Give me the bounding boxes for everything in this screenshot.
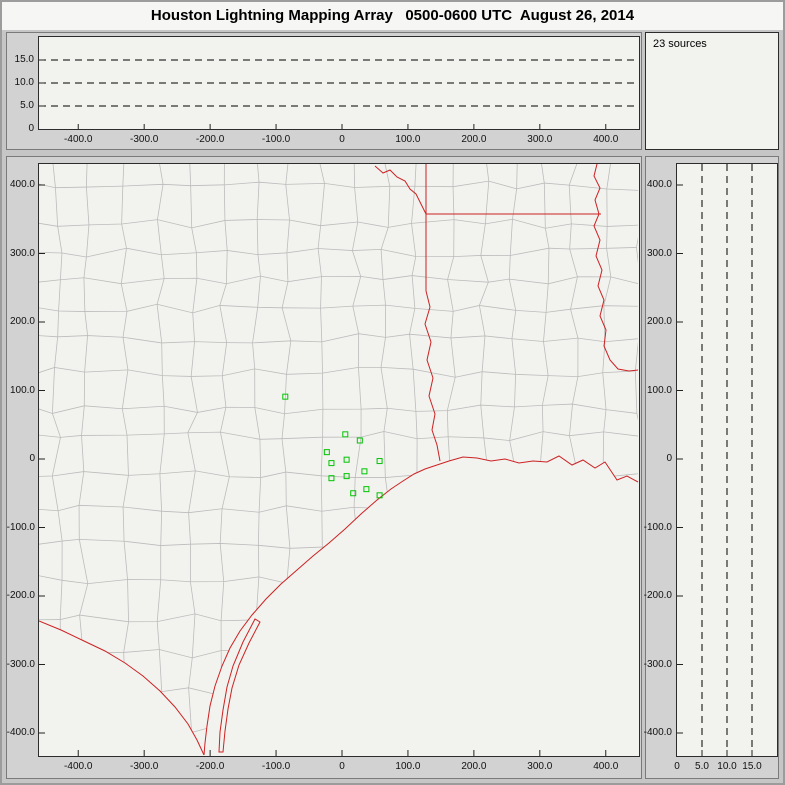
plan-map-plot[interactable]	[38, 163, 640, 757]
tick-label: 0	[674, 761, 680, 772]
tick-label: 5.0	[695, 761, 709, 772]
tick-label: -100.0	[643, 521, 672, 533]
tick-label: 400.0	[9, 179, 35, 190]
plan-map-canvas[interactable]	[39, 164, 639, 756]
ew-axis-ticks	[39, 59, 607, 129]
tick-label: 300.0	[527, 134, 553, 145]
altitude-ew-panel: -400.0 -300.0 -200.0 -100.0 0 100.0 200.0 300.0…	[6, 32, 642, 150]
tick-label: 400.0	[646, 179, 672, 190]
tick-label: 15.0	[742, 761, 762, 772]
tick-label: 200.0	[9, 316, 35, 327]
tick-label: -300.0	[6, 658, 35, 670]
tick-label: 0	[339, 761, 345, 772]
barrier-island	[218, 618, 261, 753]
tick-label: -400.0	[64, 134, 93, 145]
tick-label: 200.0	[646, 316, 672, 327]
tick-label: 200.0	[461, 761, 487, 772]
altitude-ns-plot[interactable]	[676, 163, 778, 757]
plan-map-panel: -400.0 -300.0 -200.0 -100.0 0 100.0 200.0 300.0…	[6, 156, 642, 779]
altitude-ns-panel: 400.0 300.0 200.0 100.0 0 -100.0 -200.0 -300.0 -…	[643, 156, 779, 779]
tick-label: -400.0	[6, 727, 35, 738]
tick-label: -200.0	[195, 761, 225, 772]
tick-label: -400.0	[64, 761, 93, 772]
tick-label: 0	[28, 123, 34, 134]
source-count-label: 23 sources	[653, 38, 707, 50]
tick-label: -100.0	[261, 761, 291, 772]
tick-label: 400.0	[593, 761, 619, 772]
tick-label: -400.0	[643, 727, 672, 738]
tick-label: -100.0	[6, 521, 35, 533]
source-count-panel: 23 sources	[645, 32, 779, 150]
source-markers	[282, 393, 383, 499]
altitude-ns-canvas[interactable]	[677, 164, 777, 756]
tick-label: -300.0	[643, 658, 672, 670]
altitude-ew-canvas[interactable]	[39, 37, 639, 129]
tick-label: 300.0	[527, 761, 553, 772]
tick-label: 15.0	[14, 54, 34, 65]
altitude-gridlines	[701, 164, 753, 756]
tick-label: 0	[339, 134, 345, 145]
state-borders	[39, 164, 639, 756]
county-lines	[39, 164, 638, 755]
tick-label: -300.0	[129, 761, 159, 772]
tick-label: -100.0	[261, 134, 291, 145]
tick-label: 100.0	[646, 384, 672, 396]
tick-label: 100.0	[9, 384, 35, 396]
tick-label: 400.0	[593, 134, 619, 145]
tick-label: 0	[666, 453, 672, 464]
altitude-gridlines	[39, 59, 639, 107]
tick-label: -200.0	[643, 590, 672, 601]
map-axis-ticks	[39, 184, 607, 756]
tick-label: 0	[29, 453, 35, 464]
ns-axis-ticks	[677, 184, 753, 756]
altitude-ew-plot[interactable]	[38, 36, 640, 130]
tick-label: 5.0	[20, 100, 34, 111]
tick-label: 10.0	[717, 761, 737, 772]
tick-label: 300.0	[9, 247, 35, 259]
tick-label: 200.0	[461, 134, 487, 145]
tick-label: -300.0	[129, 134, 159, 145]
tick-label: 300.0	[646, 247, 672, 259]
tick-label: 10.0	[14, 77, 34, 88]
window-title: Houston Lightning Mapping Array 0500-060…	[2, 2, 783, 30]
tick-label: -200.0	[195, 134, 225, 145]
tick-label: -200.0	[6, 590, 35, 601]
tick-label: 100.0	[395, 761, 421, 772]
tick-label: 100.0	[395, 134, 421, 145]
